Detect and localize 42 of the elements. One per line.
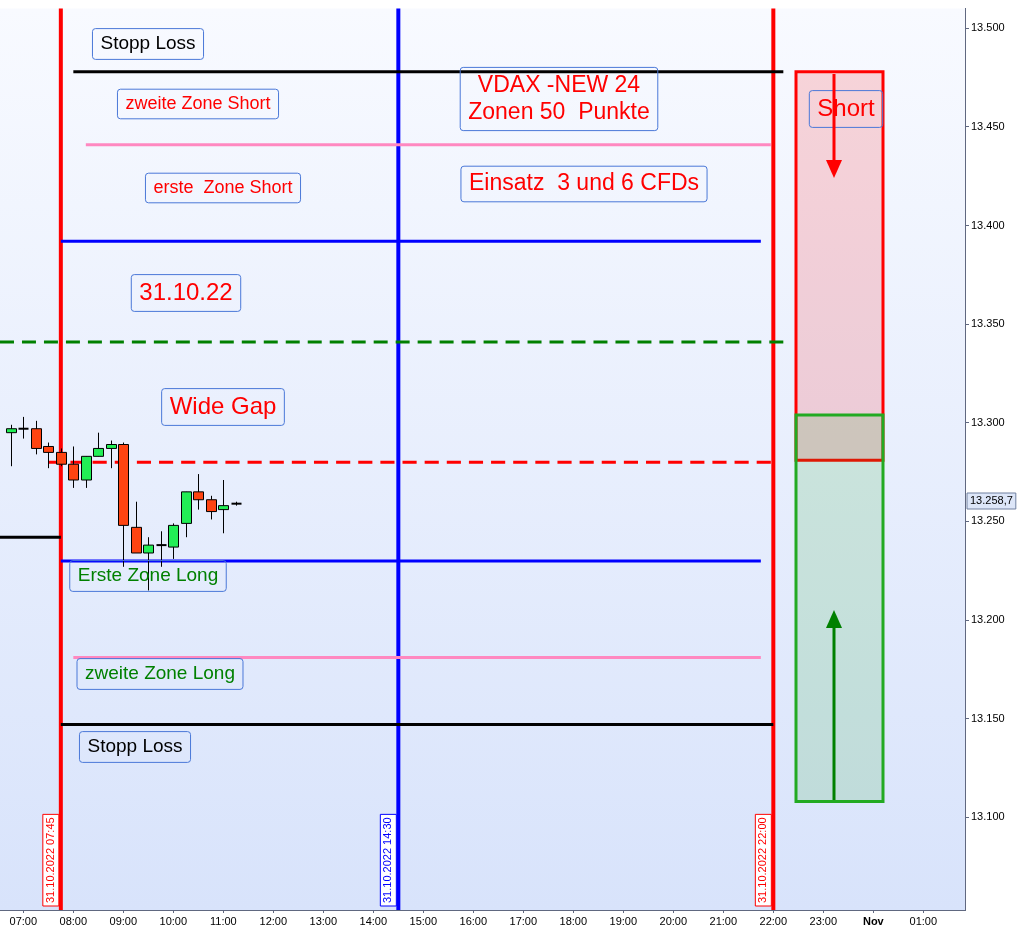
ref-line-label: 31.10.2022 07:45 xyxy=(43,817,56,903)
y-tick-label: 13.400 xyxy=(971,218,1005,231)
x-tick-label: 09:00 xyxy=(109,914,138,927)
x-tick-label: 22:00 xyxy=(759,914,788,927)
annotation: 31.10.22 xyxy=(139,277,233,305)
x-tick-label: Nov xyxy=(862,914,885,927)
annotation: Stopp Loss xyxy=(87,735,183,757)
x-tick-label: 20:00 xyxy=(659,914,688,927)
x-tick-label: 10:00 xyxy=(159,914,188,927)
annotation: Wide Gap xyxy=(169,391,277,419)
y-tick-label: 13.150 xyxy=(971,711,1005,724)
x-tick-label: 21:00 xyxy=(709,914,738,927)
y-tick-label: 13.350 xyxy=(971,317,1005,330)
annotation: Stopp Loss xyxy=(100,32,196,54)
x-tick-label: 16:00 xyxy=(459,914,488,927)
y-tick-label: 13.200 xyxy=(971,613,1005,626)
x-tick-label: 08:00 xyxy=(59,914,88,927)
x-tick-label: 19:00 xyxy=(609,914,638,927)
y-tick-label: 13.100 xyxy=(971,810,1005,823)
y-tick-label: 13.450 xyxy=(971,119,1005,132)
x-tick-label: 18:00 xyxy=(559,914,588,927)
text: 13.258,7 xyxy=(970,494,1013,507)
ref-line-label: 31.10.2022 14:30 xyxy=(381,817,394,903)
candlestick xyxy=(17,416,30,440)
y-tick-label: 13.300 xyxy=(971,415,1005,428)
x-tick-label: 12:00 xyxy=(259,914,288,927)
x-tick-label: 01:00 xyxy=(909,914,938,927)
x-tick-label: 15:00 xyxy=(409,914,438,927)
annotation: Einsatz 3 und 6 CFDs xyxy=(468,169,700,196)
annotation: zweite Zone Long xyxy=(85,662,235,684)
annotation: zweite Zone Short xyxy=(125,92,271,113)
x-tick-label: 23:00 xyxy=(809,914,838,927)
ref-line-label: 31.10.2022 22:00 xyxy=(756,817,769,903)
annotation: erste Zone Short xyxy=(153,176,293,197)
x-tick-label: 11:00 xyxy=(209,914,237,927)
y-tick-label: 13.250 xyxy=(971,514,1005,527)
x-tick-label: 17:00 xyxy=(509,914,538,927)
y-tick-label: 13.500 xyxy=(971,21,1005,34)
annotation: VDAX -NEW 24 Zonen 50 Punkte xyxy=(468,70,650,125)
x-tick-label: 13:00 xyxy=(309,914,338,927)
x-tick-label: 14:00 xyxy=(359,914,388,927)
x-tick-label: 07:00 xyxy=(9,914,38,927)
